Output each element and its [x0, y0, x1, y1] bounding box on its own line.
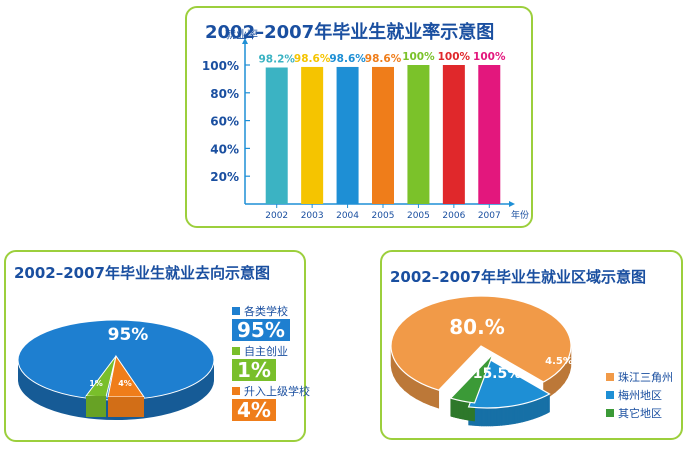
legend-value: 95%	[232, 319, 290, 341]
pie-chart-destination: 95% 1% 4%	[17, 319, 215, 420]
legend-swatch	[606, 409, 614, 417]
legend-entry: 自主创业	[232, 344, 310, 358]
pie-value-label: 15.5%	[473, 366, 522, 382]
legend-swatch	[232, 347, 240, 355]
x-axis-label: 年份	[511, 209, 529, 221]
employment-rate-bar-panel: 2002–2007年毕业生就业率示意图 就业率年份 20% 40% 60% 80% 100…	[185, 6, 533, 228]
x-tick-label: 2007	[478, 211, 501, 221]
legend-label: 升入上级学校	[244, 385, 310, 398]
legend-label: 珠江三角州	[618, 371, 673, 384]
pie-slice	[449, 353, 494, 404]
bar	[372, 66, 394, 204]
bar	[407, 65, 430, 204]
bar-value-label: 100%	[438, 51, 471, 63]
x-tick-label: 2004	[336, 211, 359, 221]
bar-value-label: 98.6%	[329, 53, 366, 65]
pie-side-wall	[18, 360, 214, 420]
y-axis-label: 就业率	[225, 27, 258, 41]
legend-label: 自主创业	[244, 345, 288, 358]
pie-right-legend: 珠江三角州梅州地区其它地区	[606, 368, 673, 422]
pie-value-label: 4%	[118, 379, 132, 388]
bar-value-label: 100%	[402, 51, 435, 63]
pie-value-label: 1%	[89, 379, 103, 388]
bar	[265, 67, 288, 204]
region-pie-panel: 2002–2007年毕业生就业区域示意图 80.% 15.5% 4.5% 珠江三角州…	[380, 250, 683, 440]
destination-pie-panel: 2002–2007年毕业生就业去向示意图 95% 1% 4% 各类学校 95% 自主创业…	[4, 250, 310, 442]
y-tick-label: 20%	[210, 170, 239, 184]
pie-value-label: 4.5%	[545, 356, 573, 367]
y-axis-arrow	[242, 38, 248, 44]
y-tick-label: 60%	[210, 115, 239, 129]
bar-value-label: 98.6%	[365, 53, 402, 65]
bar	[301, 66, 324, 204]
pie-slice	[390, 295, 572, 391]
bar	[442, 65, 465, 204]
legend-swatch	[232, 387, 240, 395]
pie-value-label: 95%	[108, 325, 149, 345]
pie-left-legend: 各类学校 95% 自主创业 1% 升入上级学校 4%	[232, 304, 310, 424]
legend-label: 各类学校	[244, 305, 288, 318]
pie-right-title: 2002–2007年毕业生就业区域示意图	[390, 268, 646, 286]
legend-swatch	[232, 307, 240, 315]
pie-left-title: 2002–2007年毕业生就业去向示意图	[14, 264, 270, 282]
pie-side-wall	[108, 397, 144, 417]
legend-swatch	[606, 391, 614, 399]
bar-value-label: 100%	[473, 51, 506, 63]
pie-side-wall	[86, 396, 106, 417]
legend-entry: 各类学校	[232, 304, 310, 318]
pie-chart-region: 80.% 15.5% 4.5%	[390, 295, 573, 427]
pie-slice	[467, 357, 551, 409]
y-tick-label: 40%	[210, 142, 239, 156]
x-tick-label: 2005	[372, 211, 395, 221]
legend-label: 其它地区	[618, 407, 662, 420]
bar-value-label: 98.2%	[258, 54, 295, 66]
pie-side-wall	[430, 387, 440, 409]
x-tick-label: 2005	[407, 211, 430, 221]
pie-value-label: 80.%	[449, 315, 504, 339]
legend-swatch	[606, 373, 614, 381]
x-tick-label: 2003	[301, 211, 324, 221]
bar	[336, 66, 359, 204]
legend-entry: 升入上级学校	[232, 384, 310, 398]
y-tick-label: 100%	[202, 59, 239, 73]
x-axis-arrow	[509, 201, 515, 207]
legend-value: 4%	[232, 399, 276, 421]
legend-entry: 梅州地区	[606, 386, 673, 404]
bar-value-label: 98.6%	[294, 53, 331, 65]
legend-entry: 其它地区	[606, 404, 673, 422]
bar	[478, 65, 501, 204]
x-tick-label: 2006	[442, 211, 465, 221]
legend-value: 1%	[232, 359, 276, 381]
legend-entry: 珠江三角州	[606, 368, 673, 386]
y-tick-label: 80%	[210, 87, 239, 101]
x-tick-label: 2002	[265, 211, 288, 221]
legend-label: 梅州地区	[618, 389, 662, 402]
bar-chart-title: 2002–2007年毕业生就业率示意图	[205, 22, 495, 43]
